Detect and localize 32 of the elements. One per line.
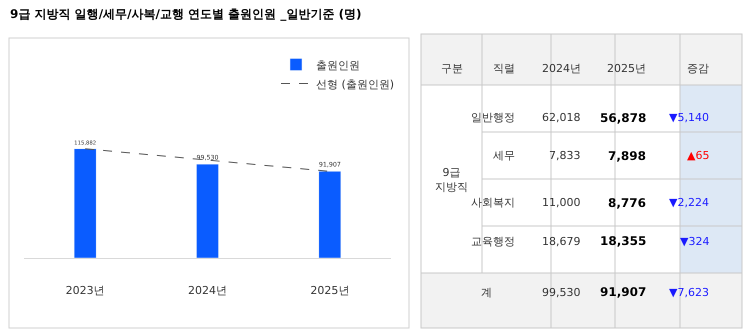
text: ▲65	[687, 149, 710, 162]
text: 세무	[493, 149, 515, 162]
text: 11,000	[542, 196, 580, 209]
chart-title: 9급 지방직 일행/세무/사복/교행 연도별 출원인원 _일반기준 (명)	[10, 7, 362, 22]
text: 직렬	[493, 62, 515, 75]
legend-label: 출원인원	[316, 58, 360, 72]
text: ▼7,623	[669, 286, 709, 299]
text: 56,878	[600, 111, 646, 125]
text: 7,898	[608, 149, 646, 163]
text: ▼324	[680, 235, 710, 248]
text: ▼2,224	[669, 196, 709, 209]
text: 구분	[441, 62, 463, 75]
x-tick-label: 2025년	[310, 284, 350, 298]
text: 18,679	[542, 235, 580, 248]
text: ▼5,140	[669, 111, 709, 124]
text: 9급 지방직	[435, 166, 468, 194]
text: 2025년	[607, 62, 646, 75]
text: 2024년	[542, 62, 581, 75]
text: 계	[481, 286, 492, 299]
text: 99,530	[542, 286, 580, 299]
x-tick-label: 2024년	[188, 284, 227, 298]
legend-label: 선형 (출원인원)	[316, 78, 394, 91]
text: 62,018	[542, 111, 580, 124]
text: 18,355	[600, 234, 646, 248]
text: 사회복지	[471, 196, 515, 209]
text: 교육행정	[471, 235, 515, 248]
text: 일반행정	[471, 111, 515, 124]
text: 91,907	[600, 285, 646, 299]
text: 증감	[687, 62, 709, 75]
text: 7,833	[549, 149, 580, 162]
x-tick-label: 2023년	[66, 284, 105, 298]
text: 8,776	[608, 196, 646, 210]
